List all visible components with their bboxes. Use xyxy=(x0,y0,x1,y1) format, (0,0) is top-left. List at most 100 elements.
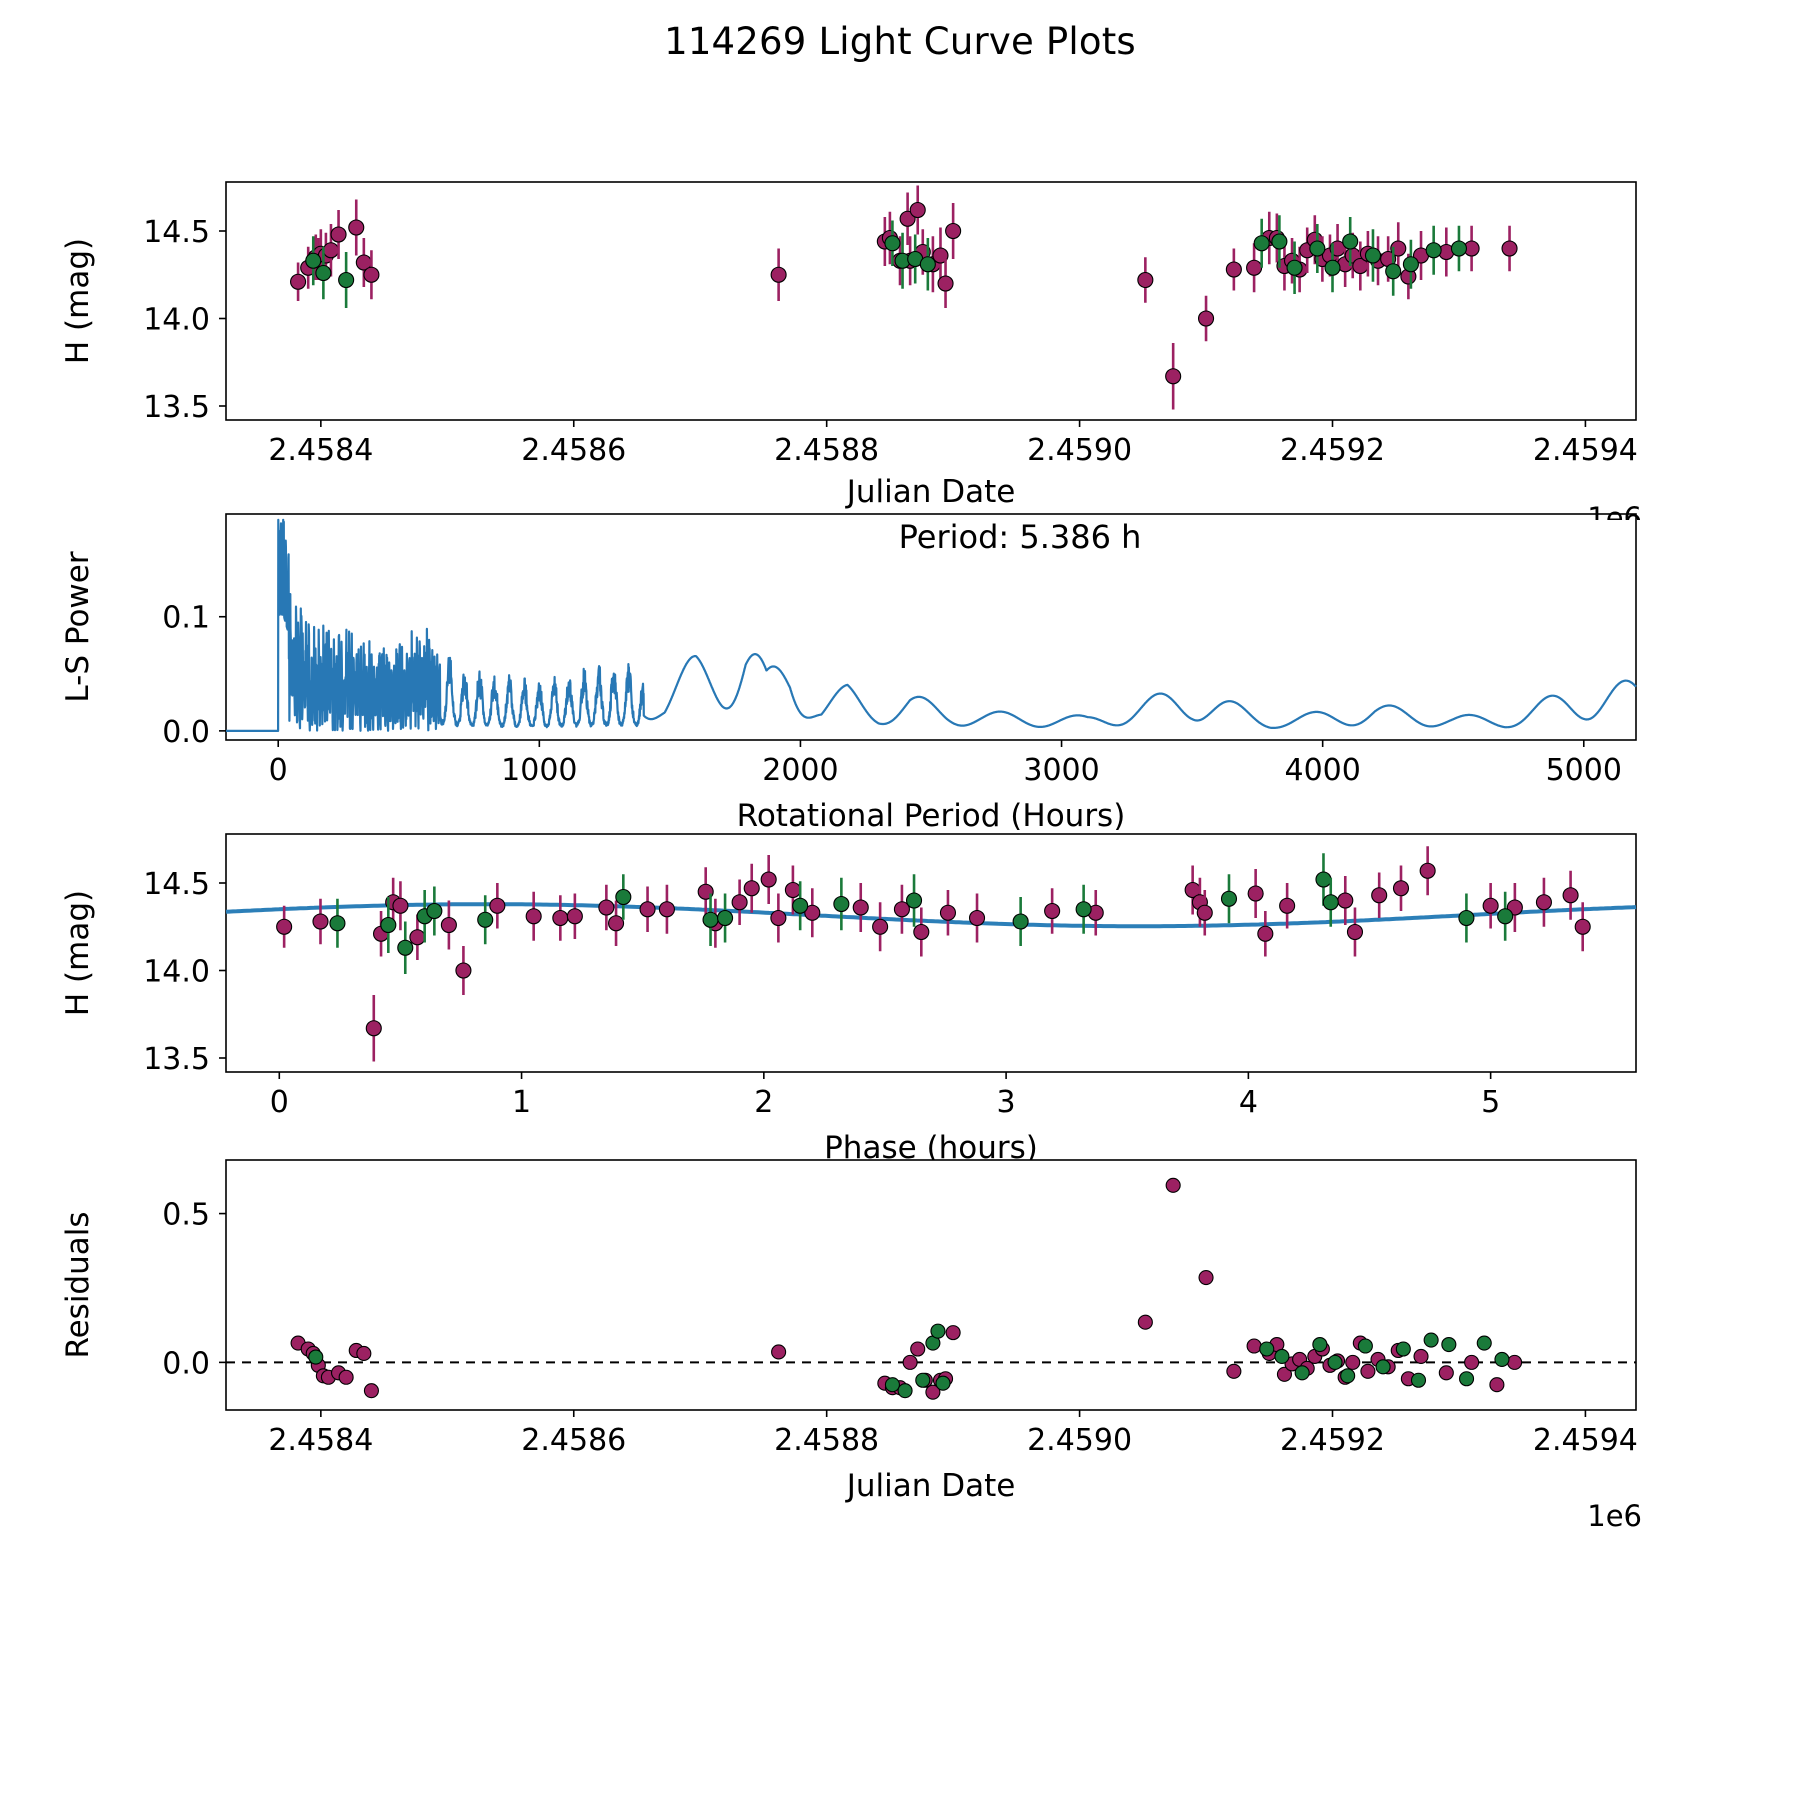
data-point xyxy=(1438,1365,1454,1381)
data-point xyxy=(392,897,409,914)
data-point xyxy=(1253,235,1270,252)
data-point xyxy=(770,909,787,927)
data-point xyxy=(1286,259,1303,276)
y-tick-label: 0.0 xyxy=(162,1346,210,1381)
data-point xyxy=(1385,263,1402,280)
data-point xyxy=(902,1354,918,1370)
data-point xyxy=(784,881,801,899)
data-point xyxy=(397,939,414,956)
data-point xyxy=(760,871,777,888)
data-point xyxy=(1198,1270,1214,1286)
x-tick-label: 3 xyxy=(997,1085,1016,1120)
x-tick-label: 2.4592 xyxy=(1280,1423,1385,1458)
data-point xyxy=(1364,247,1382,264)
data-point xyxy=(1312,1336,1328,1353)
data-point xyxy=(770,266,787,283)
data-point xyxy=(852,899,869,916)
x-tick-label: 2.4586 xyxy=(521,433,626,468)
plot-border xyxy=(225,181,1637,421)
data-point xyxy=(338,1369,354,1385)
x-tick-label: 2.4590 xyxy=(1027,433,1132,468)
data-point xyxy=(305,252,322,269)
x-tick-label: 2 xyxy=(754,1085,773,1120)
data-point xyxy=(608,915,625,932)
data-point xyxy=(1441,1336,1457,1353)
data-point xyxy=(426,902,443,920)
y-tick-label: 0.0 xyxy=(162,715,210,750)
data-point xyxy=(363,1383,379,1399)
data-point xyxy=(930,1323,946,1339)
data-point xyxy=(1574,918,1591,935)
sinusoid-fit-line xyxy=(225,902,1637,929)
data-point xyxy=(1494,1351,1510,1367)
data-point xyxy=(1346,923,1364,941)
data-point xyxy=(910,1341,926,1357)
data-point xyxy=(1294,1365,1310,1381)
x-tick-label: 5 xyxy=(1481,1085,1500,1120)
period-annotation: Period: 5.386 h xyxy=(899,518,1142,556)
data-point xyxy=(552,909,569,927)
data-point xyxy=(1345,1354,1361,1370)
data-point xyxy=(598,899,615,916)
panel-periodogram: 0 1000 2000 3000 4000 5000 0.0 0.1 Rotational Pe… xyxy=(0,500,1800,830)
data-series-series_b xyxy=(329,853,1514,974)
plot-border xyxy=(225,513,1637,741)
data-point xyxy=(1476,1335,1492,1351)
data-point xyxy=(792,897,809,914)
x-tick-label: 5000 xyxy=(1546,753,1622,788)
data-point xyxy=(935,1375,951,1391)
x-tick-label: 1000 xyxy=(501,753,577,788)
data-point xyxy=(1450,240,1468,257)
data-point xyxy=(1497,908,1514,925)
data-point xyxy=(872,918,889,935)
y-tick-label: 13.5 xyxy=(143,390,210,425)
data-point xyxy=(702,911,719,928)
data-point xyxy=(1413,1348,1429,1364)
data-point xyxy=(1137,1314,1153,1330)
data-point xyxy=(925,1384,941,1400)
data-point xyxy=(945,1325,961,1341)
data-series-group xyxy=(290,1177,1523,1400)
data-point xyxy=(893,901,910,918)
y-tick-label: 14.5 xyxy=(143,215,210,250)
data-point xyxy=(909,201,926,219)
x-tick-label: 3000 xyxy=(1023,753,1099,788)
data-point xyxy=(315,264,332,282)
data-point xyxy=(409,929,426,946)
data-point xyxy=(1309,240,1326,257)
data-point xyxy=(968,909,986,927)
data-point xyxy=(1402,256,1419,273)
axis-ticks: 2.4584 2.4586 2.4588 2.4590 2.4592 2.4594 0.5 0… xyxy=(162,1198,1638,1458)
data-point xyxy=(1425,242,1442,259)
axis-ticks: 0 1000 2000 3000 4000 5000 0.0 0.1 xyxy=(162,601,1622,788)
data-point xyxy=(1458,909,1475,927)
data-point xyxy=(1458,1371,1475,1387)
data-point xyxy=(1315,871,1332,888)
data-series-series_b xyxy=(308,1323,1510,1399)
data-series-group xyxy=(276,846,1591,1062)
periodogram-trace xyxy=(225,518,1637,732)
data-point xyxy=(290,273,307,290)
axes-frame xyxy=(225,833,1637,1073)
data-point xyxy=(919,256,936,273)
data-point xyxy=(1327,1354,1343,1370)
data-series-series_a xyxy=(290,185,1518,410)
data-point xyxy=(1196,904,1213,921)
data-point xyxy=(1279,897,1296,914)
x-tick-label: 4 xyxy=(1239,1085,1258,1120)
panel-lightcurve: 2.4584 2.4586 2.4588 2.4590 2.4592 2.4594 14.5… xyxy=(0,150,1800,520)
data-point xyxy=(1390,240,1407,257)
data-point xyxy=(833,895,850,913)
data-point xyxy=(1257,925,1274,942)
data-point xyxy=(615,888,632,906)
axes-frame xyxy=(225,1159,1637,1411)
data-point xyxy=(477,911,494,928)
data-point xyxy=(897,1383,913,1399)
data-point xyxy=(1165,368,1182,385)
axes-frame xyxy=(225,181,1637,421)
data-point xyxy=(312,913,329,930)
x-tick-label: 0 xyxy=(270,1085,289,1120)
x-tick-label: 2.4594 xyxy=(1533,1423,1638,1458)
axes-frame xyxy=(225,513,1637,741)
